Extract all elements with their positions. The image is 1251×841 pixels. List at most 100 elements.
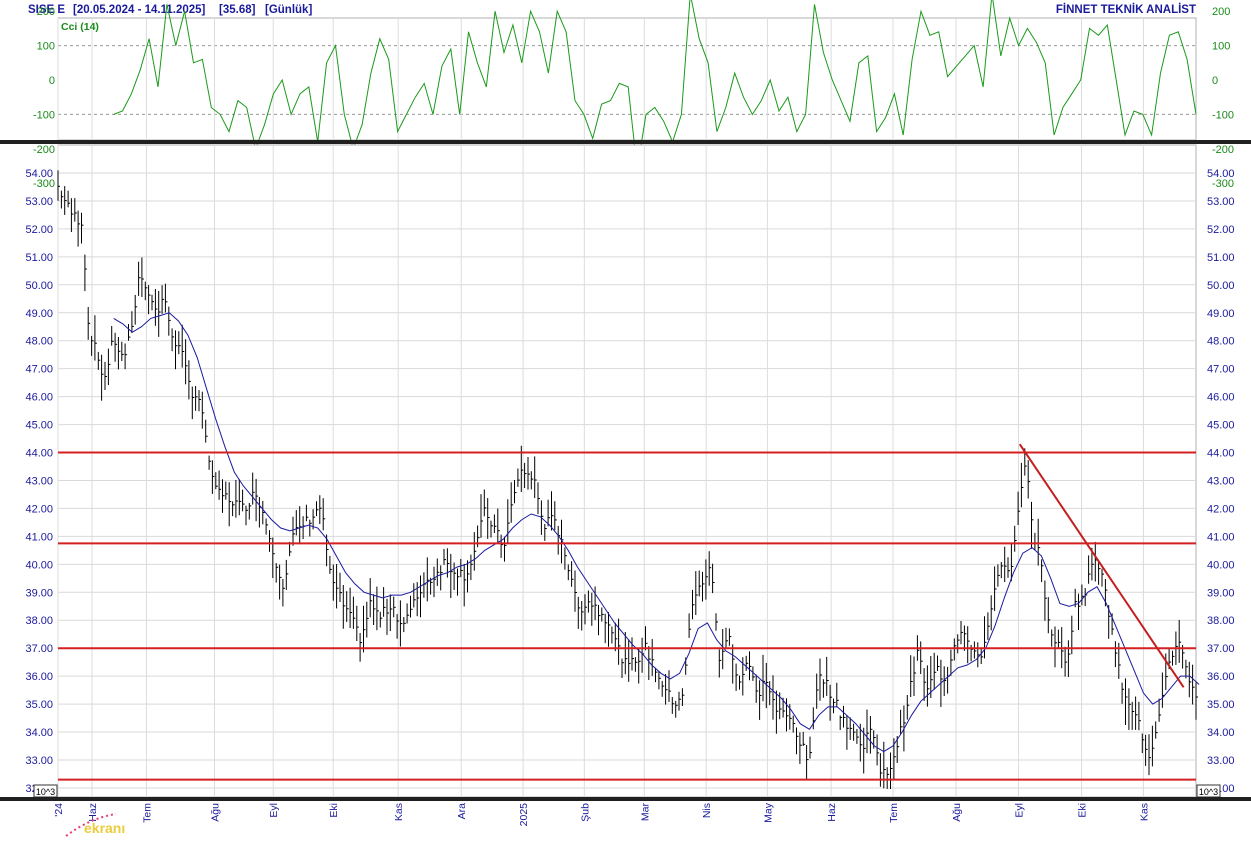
price-tick-label: 42.00 [1207, 503, 1235, 515]
price-tick-label: 45.00 [1207, 420, 1235, 432]
x-tick-label: Nis [701, 803, 713, 818]
price-tick-label: 39.00 [25, 587, 53, 599]
x-tick-label: Tem [141, 803, 153, 823]
price-tick-label: 34.00 [1207, 727, 1235, 739]
price-tick-label: 44.00 [1207, 448, 1235, 460]
price-tick-label: 49.00 [1207, 308, 1235, 320]
price-tick-label: 50.00 [25, 280, 53, 292]
price-tick-label: 37.00 [25, 643, 53, 655]
x-tick-label: Haz [87, 803, 99, 822]
cci-tick-label: -300 [33, 178, 55, 190]
price-plot-area [57, 144, 1197, 798]
x-tick-label: Eyl [268, 803, 280, 818]
moving-average-line [113, 312, 1200, 753]
cci-grid [57, 18, 1196, 140]
price-tick-label: 40.00 [1207, 559, 1235, 571]
period-label: [Günlük] [265, 4, 312, 16]
date-range-label: [20.05.2024 - 14.11.2025] [73, 4, 206, 16]
scale-badge-right: 10^3 [1196, 784, 1221, 798]
cci-title: Cci (14) [61, 21, 99, 33]
price-y-axis-left: 54.00 53.00 52.00 51.00 50.00 49.00 48.00 47.00… [25, 168, 53, 795]
price-tick-label: 48.00 [25, 336, 53, 348]
x-tick-label: 2025 [518, 803, 530, 827]
price-tick-label: 36.00 [25, 671, 53, 683]
price-tick-label: 41.00 [1207, 531, 1235, 543]
price-tick-label: 44.00 [25, 448, 53, 460]
x-axis: '24 Haz Tem Ağu Eyl Eki Kas Ara 2025 Şub Mar Nis May… [53, 802, 1150, 826]
price-tick-label: 46.00 [25, 392, 53, 404]
x-tick-label: Şub [579, 803, 591, 822]
watermark-swoosh-icon [65, 813, 117, 837]
price-tick-label: 53.00 [25, 196, 53, 208]
x-tick-label: Haz [826, 803, 838, 822]
price-tick-label: 51.00 [25, 252, 53, 264]
x-tick-label: '24 [53, 803, 65, 817]
price-tick-label: 39.00 [1207, 587, 1235, 599]
price-y-axis-right: 54.00 53.00 52.00 51.00 50.00 49.00 48.00 47.00… [1207, 168, 1235, 795]
downtrend-line [1018, 443, 1185, 688]
cci-tick-label: 0 [1212, 75, 1218, 87]
cci-tick-label: -100 [33, 109, 55, 121]
chart-header: SISE E [20.05.2024 - 14.11.2025] [35.68]… [28, 3, 1196, 16]
x-tick-label: Tem [888, 803, 900, 823]
watermark: ekranı [65, 813, 125, 837]
price-tick-label: 33.00 [25, 755, 53, 767]
price-tick-label: 36.00 [1207, 671, 1235, 683]
price-tick-label: 34.00 [25, 727, 53, 739]
cci-line [113, 0, 1197, 170]
x-axis-divider [0, 797, 1251, 801]
price-tick-label: 53.00 [1207, 196, 1235, 208]
x-tick-label: Ara [456, 803, 468, 820]
x-tick-label: Kas [393, 803, 405, 821]
price-tick-label: 52.00 [25, 224, 53, 236]
price-tick-label: 54.00 [1207, 168, 1235, 180]
x-tick-label: Ağu [209, 803, 221, 822]
cci-plot-area [57, 17, 1197, 141]
price-tick-label: 38.00 [25, 615, 53, 627]
support-resistance-lines [58, 451, 1196, 781]
price-tick-label: 47.00 [25, 364, 53, 376]
cci-tick-label: -100 [1212, 109, 1234, 121]
cci-tick-label: -200 [1212, 144, 1234, 156]
price-tick-label: 43.00 [1207, 475, 1235, 487]
x-tick-label: Ağu [951, 803, 963, 822]
price-tick-label: 40.00 [25, 559, 53, 571]
brand-label: FİNNET TEKNİK ANALİST [1056, 3, 1196, 16]
svg-text:10^3: 10^3 [36, 787, 55, 797]
price-tick-label: 42.00 [25, 503, 53, 515]
price-tick-label: 49.00 [25, 308, 53, 320]
x-tick-label: May [762, 802, 774, 823]
price-bars [57, 170, 1198, 789]
price-tick-label: 47.00 [1207, 364, 1235, 376]
svg-text:10^3: 10^3 [1199, 787, 1218, 797]
price-tick-label: 35.00 [25, 699, 53, 711]
price-panel: 54.00 53.00 52.00 51.00 50.00 49.00 48.00 47.00… [25, 144, 1235, 798]
price-tick-label: 37.00 [1207, 643, 1235, 655]
symbol-label: SISE E [28, 4, 65, 16]
x-tick-label: Eki [1077, 803, 1089, 818]
price-tick-label: 46.00 [1207, 392, 1235, 404]
price-tick-label: 43.00 [25, 475, 53, 487]
price-tick-label: 51.00 [1207, 252, 1235, 264]
price-tick-label: 54.00 [25, 168, 53, 180]
cci-tick-label: 200 [1212, 6, 1230, 18]
last-price-label: [35.68] [219, 4, 256, 16]
price-tick-label: 38.00 [1207, 615, 1235, 627]
watermark-text: ekranı [84, 820, 125, 836]
x-tick-label: Mar [639, 803, 651, 822]
panel-divider [0, 140, 1251, 144]
cci-tick-label: 0 [49, 75, 55, 87]
price-tick-label: 41.00 [25, 531, 53, 543]
cci-tick-label: 100 [1212, 41, 1230, 53]
price-tick-label: 45.00 [25, 420, 53, 432]
price-tick-label: 35.00 [1207, 699, 1235, 711]
price-tick-label: 48.00 [1207, 336, 1235, 348]
cci-tick-label: 200 [37, 6, 55, 18]
price-tick-label: 50.00 [1207, 280, 1235, 292]
cci-tick-label: -200 [33, 144, 55, 156]
x-tick-label: Eyl [1013, 803, 1025, 818]
